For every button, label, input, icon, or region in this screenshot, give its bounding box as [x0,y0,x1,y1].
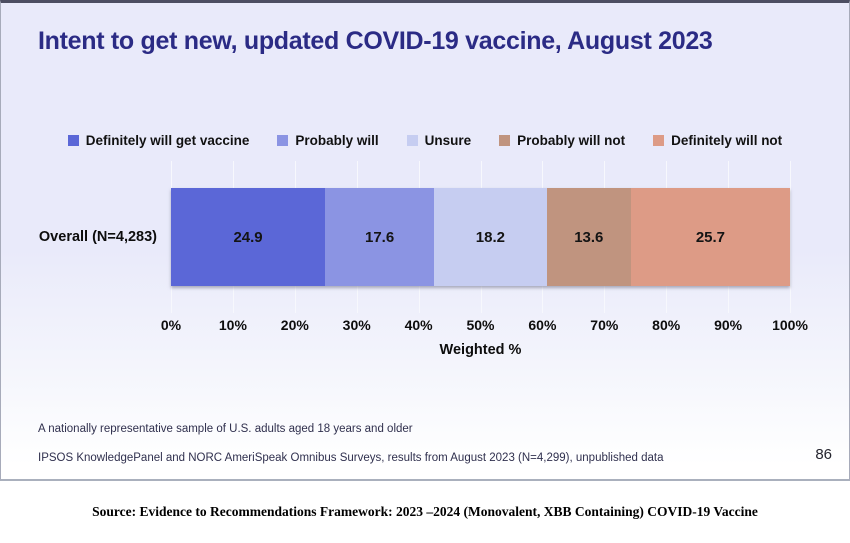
legend-label: Unsure [424,133,472,148]
gridline [790,161,791,313]
bar-segment-5: 25.7 [630,188,790,286]
bar-segment-1: 24.9 [171,188,326,286]
stacked-bar: 24.9 17.6 18.2 13.6 25.7 [171,188,790,286]
legend-swatch-icon [406,135,418,146]
legend-swatch-icon [653,135,665,146]
bar-segment-3: 18.2 [434,188,547,286]
legend-item-2: Probably will [277,133,379,148]
chart-title: Intent to get new, updated COVID-19 vacc… [38,27,713,55]
source-band: Source: Evidence to Recommendations Fram… [0,483,850,543]
x-tick-label: 10% [218,317,247,333]
source-citation: Source: Evidence to Recommendations Fram… [92,504,758,519]
x-tick-label: 90% [714,317,743,333]
x-tick-label: 80% [652,317,681,333]
legend-swatch-icon [499,135,511,146]
legend-swatch-icon [277,135,289,146]
legend-label: Definitely will get vaccine [85,133,250,148]
bar-segment-2: 17.6 [325,188,435,286]
x-tick-label: 20% [280,317,309,333]
bar-segment-4: 13.6 [546,188,631,286]
legend-label: Definitely will not [671,133,783,148]
x-axis-title: Weighted % [439,342,522,358]
footnote-sample: A nationally representative sample of U.… [38,423,413,435]
legend-swatch-icon [67,135,79,146]
legend-item-4: Probably will not [499,133,625,148]
x-axis-tick-labels: 0% 10% 20% 30% 40% 50% 60% 70% 80% 90% 100% [161,317,808,335]
x-tick-label: 70% [590,317,619,333]
x-tick-label: 40% [404,317,433,333]
legend-item-3: Unsure [406,133,472,148]
presentation-slide: Intent to get new, updated COVID-19 vacc… [0,0,850,481]
x-tick-label: 60% [528,317,557,333]
legend-item-1: Definitely will get vaccine [67,133,250,148]
x-tick-label: 50% [466,317,495,333]
chart-legend: Definitely will get vaccine Probably will… [1,133,849,148]
x-tick-label: 100% [772,317,808,333]
legend-item-5: Definitely will not [653,133,782,148]
x-tick-label: 30% [342,317,371,333]
legend-label: Probably will not [517,133,626,148]
slide-page-number: 86 [815,446,832,463]
legend-label: Probably will [295,133,379,148]
footnote-surveys: IPSOS KnowledgePanel and NORC AmeriSpeak… [38,452,664,464]
x-tick-label: 0% [160,317,182,333]
category-label: Overall (N=4,283) [38,229,157,245]
